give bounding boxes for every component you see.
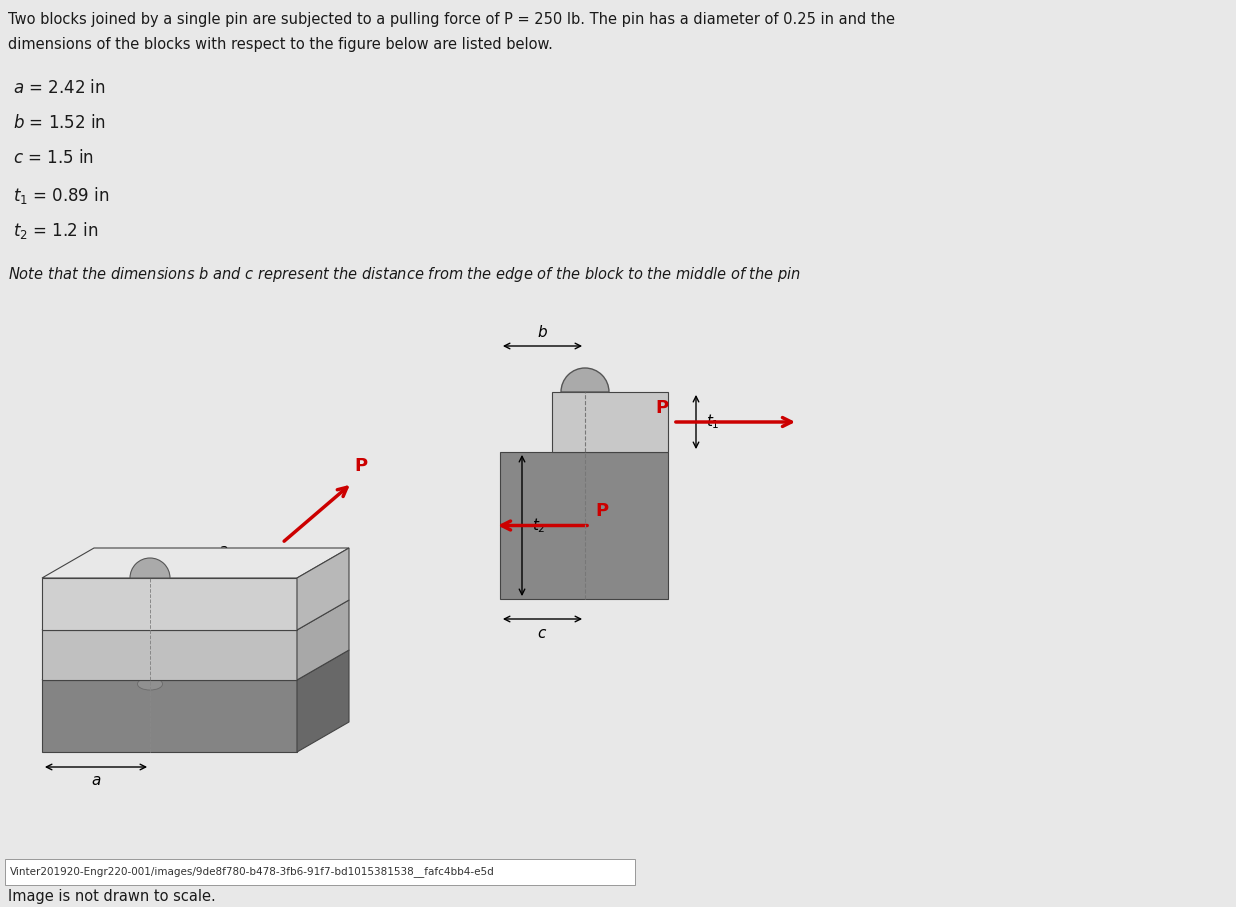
Text: $t_2$: $t_2$ xyxy=(531,516,545,535)
Polygon shape xyxy=(42,578,297,630)
Text: $t_1$: $t_1$ xyxy=(706,413,719,432)
Bar xyxy=(5,859,635,885)
Text: $a$: $a$ xyxy=(219,543,229,558)
Wedge shape xyxy=(561,368,609,392)
Wedge shape xyxy=(130,558,171,578)
Polygon shape xyxy=(42,600,349,630)
Text: $a$ = 2.42 in: $a$ = 2.42 in xyxy=(14,79,106,97)
Ellipse shape xyxy=(137,678,162,690)
Polygon shape xyxy=(42,680,297,752)
Polygon shape xyxy=(297,548,349,630)
Polygon shape xyxy=(42,630,297,680)
Polygon shape xyxy=(297,650,349,752)
Text: P: P xyxy=(595,502,608,521)
Text: Note that the dimensions $b$ and $c$ represent the distance from the edge of the: Note that the dimensions $b$ and $c$ rep… xyxy=(7,265,801,284)
Text: $t_2$ = 1.2 in: $t_2$ = 1.2 in xyxy=(14,220,99,241)
Text: $a$: $a$ xyxy=(90,773,101,788)
Text: Image is not drawn to scale.: Image is not drawn to scale. xyxy=(7,890,216,904)
Text: dimensions of the blocks with respect to the figure below are listed below.: dimensions of the blocks with respect to… xyxy=(7,37,552,52)
Text: P: P xyxy=(655,399,667,417)
Text: Two blocks joined by a single pin are subjected to a pulling force of P = 250 lb: Two blocks joined by a single pin are su… xyxy=(7,12,895,27)
Polygon shape xyxy=(42,548,349,578)
Polygon shape xyxy=(501,452,667,599)
Text: Vinter201920-Engr220-001/images/9de8f780-b478-3fb6-91f7-bd1015381538__fafc4bb4-e: Vinter201920-Engr220-001/images/9de8f780… xyxy=(10,866,494,877)
Text: $c$ = 1.5 in: $c$ = 1.5 in xyxy=(14,149,94,167)
Text: P: P xyxy=(353,457,367,475)
Polygon shape xyxy=(297,600,349,680)
Text: $t_1$ = 0.89 in: $t_1$ = 0.89 in xyxy=(14,185,110,206)
Polygon shape xyxy=(552,392,667,452)
Polygon shape xyxy=(42,650,349,680)
Text: $c$: $c$ xyxy=(538,626,548,641)
Text: $b$: $b$ xyxy=(536,324,548,340)
Text: $b$ = 1.52 in: $b$ = 1.52 in xyxy=(14,114,106,132)
